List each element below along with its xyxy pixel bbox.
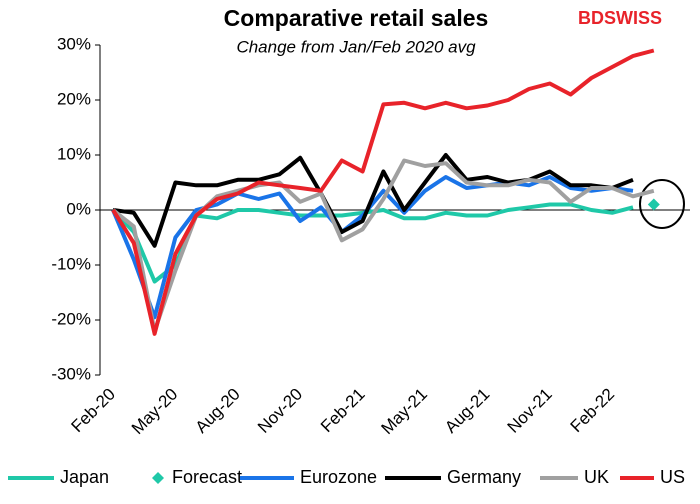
legend-label: US — [660, 467, 685, 487]
forecast-highlight — [639, 179, 685, 229]
y-tick-label: 0% — [66, 199, 91, 218]
legend-marker — [152, 472, 164, 484]
legend-label: Germany — [447, 467, 521, 487]
x-tick-label: May-20 — [128, 385, 182, 439]
legend-label: Japan — [60, 467, 109, 487]
x-tick-label: May-21 — [377, 385, 431, 439]
legend-label: Eurozone — [300, 467, 377, 487]
logo: BDSWISS — [578, 8, 662, 28]
series-line — [111, 48, 655, 336]
chart-title: Comparative retail sales — [224, 5, 489, 31]
x-tick-label: Aug-20 — [192, 385, 244, 437]
legend-label: Forecast — [172, 467, 242, 487]
y-tick-label: 20% — [57, 89, 91, 108]
x-tick-label: Feb-20 — [67, 385, 119, 437]
series-line — [112, 153, 634, 248]
x-tick-label: Feb-21 — [317, 385, 369, 437]
x-tick-label: Feb-22 — [567, 385, 619, 437]
y-tick-label: -20% — [51, 309, 91, 328]
x-tick-label: Nov-20 — [254, 385, 306, 437]
chart-subtitle: Change from Jan/Feb 2020 avg — [236, 37, 476, 56]
series-line — [111, 175, 634, 320]
legend-label: UK — [584, 467, 609, 487]
y-tick-label: 30% — [57, 34, 91, 53]
y-tick-label: -10% — [51, 254, 91, 273]
y-tick-label: 10% — [57, 144, 91, 163]
x-tick-label: Aug-21 — [441, 385, 493, 437]
x-tick-label: Nov-21 — [504, 385, 556, 437]
y-tick-label: -30% — [51, 364, 91, 383]
forecast-marker — [647, 198, 660, 211]
